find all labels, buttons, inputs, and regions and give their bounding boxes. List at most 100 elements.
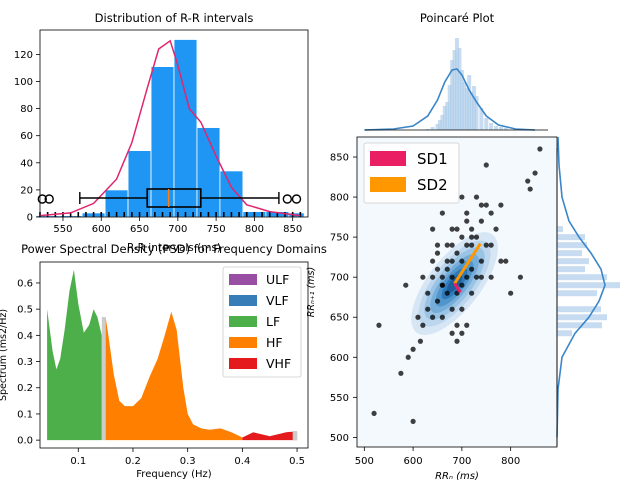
right-marginal-kde bbox=[556, 136, 606, 438]
psd-y-tick-label: 0.0 bbox=[17, 436, 33, 447]
right-marginal-bar bbox=[557, 314, 607, 321]
poincare-point bbox=[532, 170, 538, 176]
poincare-point bbox=[449, 258, 455, 264]
poincare-point bbox=[430, 226, 436, 232]
psd-legend-swatch bbox=[229, 358, 257, 369]
top-marginal-bar bbox=[462, 82, 467, 130]
poincare-point bbox=[376, 322, 382, 328]
poincare-point bbox=[444, 258, 450, 264]
poincare-point bbox=[434, 266, 441, 272]
top-marginal-bar bbox=[445, 102, 450, 130]
poincare-legend-swatch bbox=[370, 151, 406, 166]
psd-y-tick-label: 0.2 bbox=[17, 383, 33, 394]
poincare-y-axis-label: RRₙ₊₁ (ms) bbox=[306, 267, 317, 317]
poincare-point bbox=[449, 274, 455, 280]
poincare-point bbox=[469, 226, 475, 232]
right-marginal-bar bbox=[557, 306, 601, 313]
histogram-x-tick-label: 600 bbox=[92, 224, 111, 235]
poincare-chart: 500 600 700 800 500 550 600 650 700 750 800 850 RR… bbox=[306, 136, 558, 480]
top-marginal-bar bbox=[494, 126, 499, 130]
poincare-point bbox=[449, 242, 455, 248]
poincare-y-tick-label: 650 bbox=[330, 313, 349, 324]
poincare-point bbox=[464, 242, 470, 248]
top-marginal-bar bbox=[455, 38, 459, 130]
top-marginal-bar bbox=[467, 75, 472, 130]
top-marginal-bar bbox=[447, 85, 452, 130]
boxplot-outlier bbox=[44, 194, 54, 204]
psd-y-tick-label: 0.5 bbox=[17, 305, 33, 316]
poincare-point bbox=[425, 290, 431, 296]
poincare-point bbox=[459, 282, 465, 288]
right-marginal-bar bbox=[557, 258, 589, 265]
psd-legend-swatch bbox=[229, 295, 257, 306]
psd-legend-swatch bbox=[229, 316, 257, 327]
histogram-y-tick-label: 100 bbox=[14, 77, 33, 88]
poincare-x-tick-label: 500 bbox=[355, 456, 374, 467]
poincare-point bbox=[483, 242, 489, 248]
top-marginal-bar bbox=[464, 88, 469, 130]
right-marginal-bar bbox=[557, 274, 607, 281]
poincare-x-tick-label: 600 bbox=[404, 456, 423, 467]
psd-y-tick-label: 0.4 bbox=[17, 331, 33, 342]
psd-y-axis-label: Spectrum (ms2/Hz) bbox=[0, 309, 9, 401]
poincare-point bbox=[454, 322, 460, 328]
poincare-point bbox=[469, 290, 475, 296]
poincare-point bbox=[405, 354, 411, 360]
sd1-line bbox=[453, 282, 462, 294]
histogram-x-axis-label: R-R intervals (ms) bbox=[127, 242, 221, 254]
poincare-legend-label: SD2 bbox=[417, 176, 448, 194]
poincare-x-axis-label: RRₙ (ms) bbox=[435, 471, 479, 480]
psd-x-tick-label: 0.1 bbox=[70, 456, 86, 467]
top-marginal-bar bbox=[452, 50, 457, 130]
poincare-point bbox=[420, 274, 426, 280]
psd-legend-label: HF bbox=[266, 335, 283, 350]
psd-legend-swatch bbox=[229, 337, 257, 348]
poincare-point bbox=[459, 306, 465, 312]
psd-legend: ULF VLF LF HF VHF bbox=[222, 266, 302, 378]
top-marginal-kde bbox=[364, 68, 536, 131]
poincare-point bbox=[483, 162, 489, 168]
psd-legend-label: VLF bbox=[266, 293, 289, 308]
top-marginal-bar bbox=[469, 92, 474, 130]
poincare-y-tick-label: 700 bbox=[330, 273, 349, 284]
top-marginal-bar bbox=[489, 123, 494, 130]
top-marginal-bar bbox=[430, 127, 435, 130]
right-marginal-bar bbox=[557, 226, 563, 233]
histogram-y-tick-label: 60 bbox=[20, 131, 33, 142]
poincare-point bbox=[493, 226, 499, 232]
psd-legend-label: LF bbox=[266, 314, 280, 329]
poincare-point bbox=[417, 338, 424, 344]
poincare-point bbox=[488, 242, 494, 248]
poincare-point bbox=[444, 242, 450, 248]
poincare-point bbox=[439, 274, 445, 280]
poincare-point bbox=[449, 226, 455, 232]
poincare-y-tick-label: 800 bbox=[330, 193, 349, 204]
poincare-point bbox=[464, 274, 470, 280]
histogram-bar bbox=[219, 170, 244, 218]
histogram-kde-line bbox=[39, 39, 301, 217]
poincare-point bbox=[459, 234, 465, 240]
top-marginal-bar bbox=[442, 106, 447, 130]
boxplot-outlier bbox=[282, 194, 293, 204]
poincare-point bbox=[425, 306, 431, 312]
poincare-y-tick-label: 550 bbox=[330, 393, 349, 404]
poincare-point bbox=[454, 226, 460, 232]
poincare-point bbox=[473, 234, 480, 240]
psd-area-lf bbox=[47, 269, 102, 441]
right-marginal-bar bbox=[557, 290, 597, 297]
right-marginal-bar bbox=[557, 282, 620, 289]
poincare-point bbox=[420, 322, 426, 328]
histogram-x-tick-label: 800 bbox=[245, 224, 264, 235]
poincare-point bbox=[444, 290, 450, 296]
poincare-point bbox=[473, 194, 480, 200]
psd-legend-label: ULF bbox=[266, 272, 289, 287]
poincare-point bbox=[469, 242, 475, 248]
psd-x-tick-label: 0.5 bbox=[289, 456, 305, 467]
poincare-point bbox=[403, 282, 409, 288]
psd-frame bbox=[39, 261, 309, 449]
histogram-y-tick-label: 80 bbox=[20, 104, 33, 115]
right-marginal-bar bbox=[557, 250, 582, 257]
psd-x-axis-label: Frequency (Hz) bbox=[136, 469, 212, 480]
histogram-x-tick-label: 850 bbox=[283, 224, 302, 235]
top-marginal-bar bbox=[440, 115, 445, 130]
